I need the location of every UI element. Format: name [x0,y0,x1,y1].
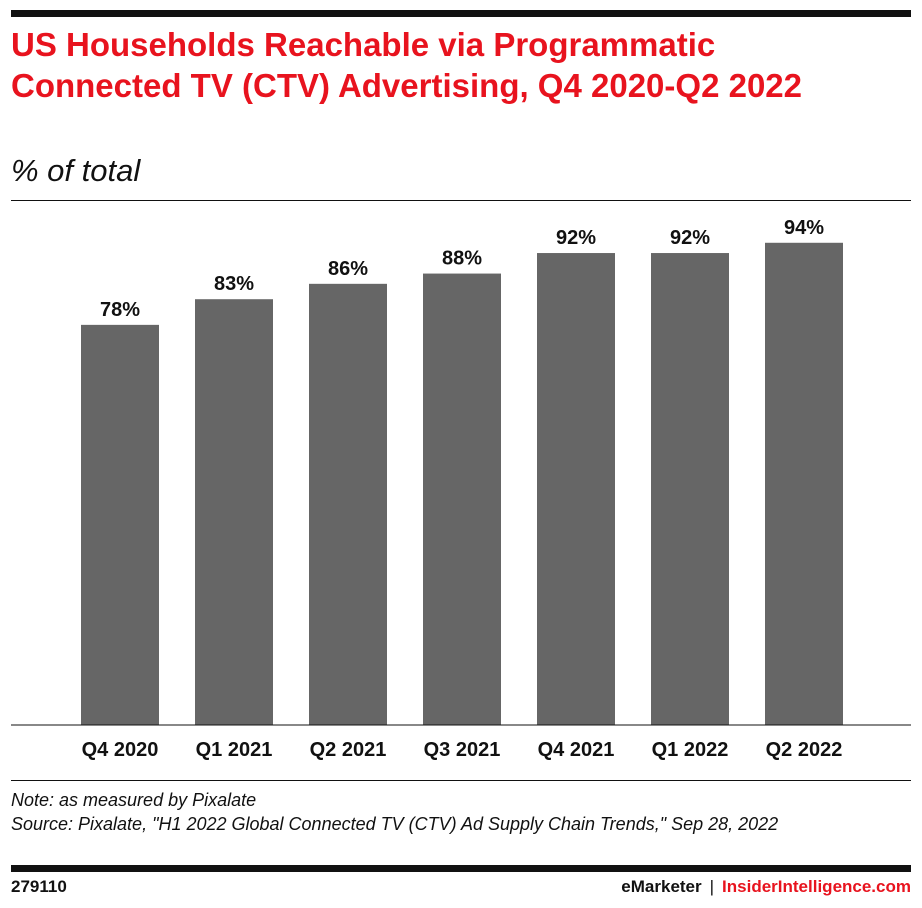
x-tick-label: Q4 2020 [82,739,159,761]
bar [309,283,387,725]
chart-title: US Households Reachable via Programmatic… [11,26,803,104]
notes: Note: as measured by Pixalate Source: Pi… [11,788,901,836]
divider [11,200,911,201]
brand-separator: | [709,877,715,896]
x-tick-label: Q2 2021 [310,739,387,761]
bar [423,273,501,725]
divider [11,780,911,781]
bar [195,299,273,725]
bar [651,253,729,726]
data-label: 83% [214,273,254,295]
bar [765,242,843,725]
bar [81,324,159,725]
bar [537,253,615,726]
source-text: Source: Pixalate, "H1 2022 Global Connec… [11,814,779,834]
brand-emarketer: eMarketer [621,877,702,896]
data-label: 86% [328,258,368,280]
brand-insider: InsiderIntelligence.com [722,877,911,896]
note-text: Note: as measured by Pixalate [11,790,257,810]
bar-chart: 78% Q4 2020 83% Q1 2021 86% Q2 2021 88% Q3 2021… [11,217,911,761]
data-label: 92% [670,227,710,249]
data-label: 88% [442,248,482,270]
top-bar [11,10,911,17]
data-label: 92% [556,227,596,249]
x-tick-label: Q2 2022 [766,739,843,761]
chart-id: 279110 [11,877,67,896]
chart-subtitle: % of total [11,153,141,188]
bottom-bar [11,865,911,872]
x-tick-label: Q3 2021 [424,739,501,761]
brand: eMarketer | InsiderIntelligence.com [621,877,911,897]
data-label: 78% [100,299,140,321]
x-tick-label: Q1 2021 [196,739,273,761]
x-tick-label: Q1 2022 [652,739,729,761]
x-tick-label: Q4 2021 [538,739,615,761]
data-label: 94% [784,217,824,239]
